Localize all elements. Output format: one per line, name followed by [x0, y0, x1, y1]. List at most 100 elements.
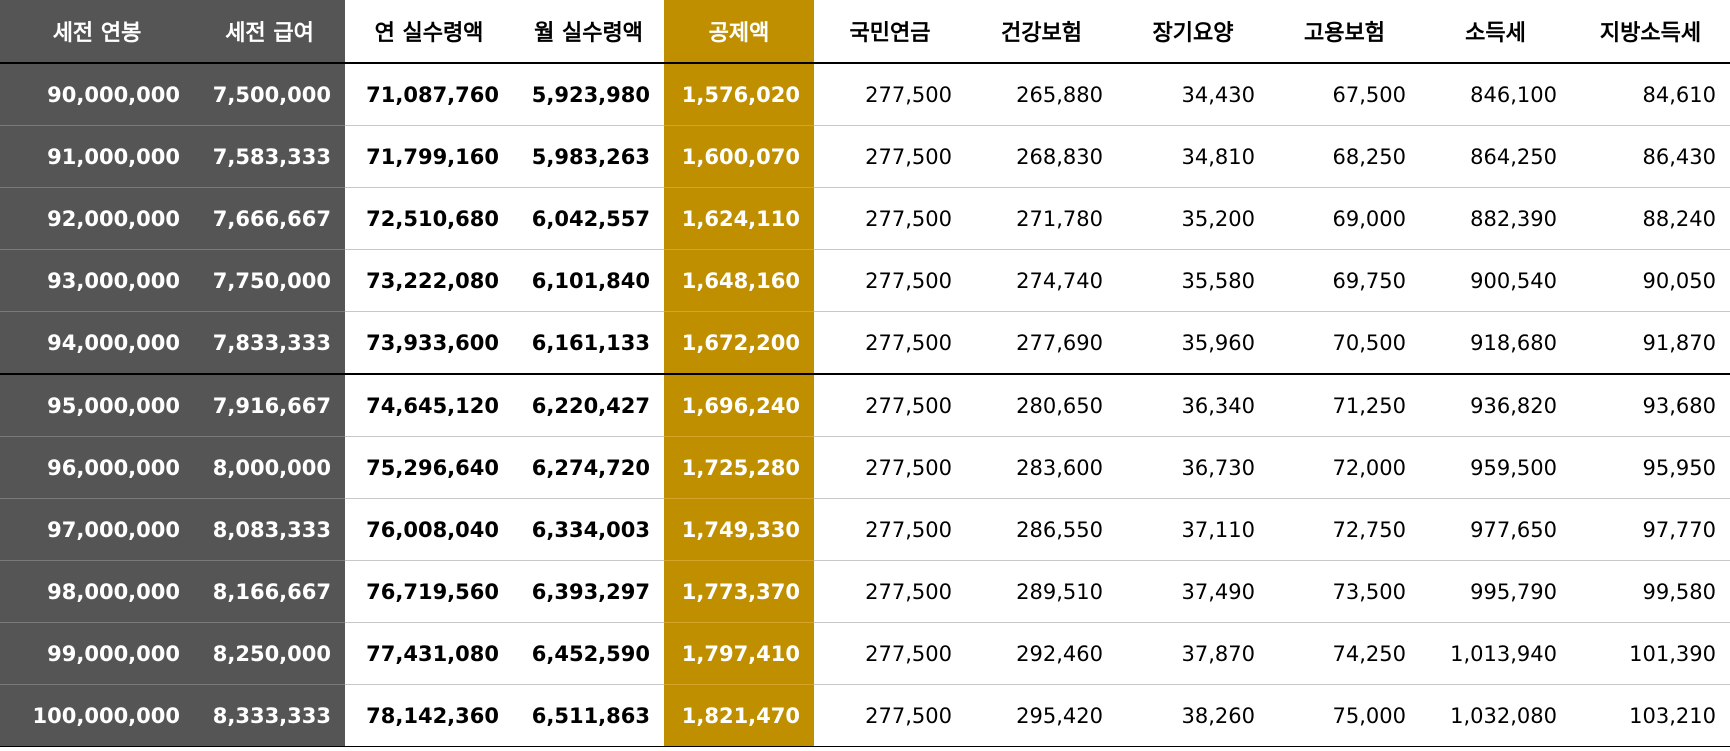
cell-deductions: 1,749,330 — [664, 498, 814, 561]
cell-deductions: 1,773,370 — [664, 560, 814, 623]
cell-pretax-annual-salary: 92,000,000 — [0, 187, 194, 250]
cell-deductions: 1,600,070 — [664, 125, 814, 188]
cell-pretax-annual-salary: 99,000,000 — [0, 622, 194, 685]
cell-monthly-net-pay: 6,042,557 — [513, 187, 664, 250]
cell-pretax-monthly-pay: 7,666,667 — [194, 187, 345, 250]
cell-annual-net-pay: 72,510,680 — [345, 187, 513, 250]
cell-pretax-annual-salary: 98,000,000 — [0, 560, 194, 623]
cell-national-pension: 277,500 — [814, 187, 966, 250]
header-local-income-tax: 지방소득세 — [1571, 0, 1730, 64]
cell-employment-insurance: 68,250 — [1269, 125, 1420, 188]
cell-health-insurance: 295,420 — [966, 684, 1117, 747]
header-income-tax: 소득세 — [1420, 0, 1571, 64]
cell-health-insurance: 265,880 — [966, 63, 1117, 126]
cell-monthly-net-pay: 5,983,263 — [513, 125, 664, 188]
cell-national-pension: 277,500 — [814, 436, 966, 499]
cell-health-insurance: 268,830 — [966, 125, 1117, 188]
cell-long-term-care: 35,580 — [1117, 249, 1269, 312]
cell-monthly-net-pay: 6,452,590 — [513, 622, 664, 685]
cell-employment-insurance: 71,250 — [1269, 373, 1420, 437]
header-row: 세전 연봉 세전 급여 연 실수령액 월 실수령액 공제액 국민연금 건강보험 … — [0, 0, 1730, 64]
header-monthly-net-pay: 월 실수령액 — [513, 0, 664, 64]
cell-deductions: 1,725,280 — [664, 436, 814, 499]
cell-health-insurance: 271,780 — [966, 187, 1117, 250]
header-annual-net-pay: 연 실수령액 — [345, 0, 513, 64]
cell-long-term-care: 37,490 — [1117, 560, 1269, 623]
header-pretax-annual-salary: 세전 연봉 — [0, 0, 194, 64]
cell-long-term-care: 34,430 — [1117, 63, 1269, 126]
table-header: 세전 연봉 세전 급여 연 실수령액 월 실수령액 공제액 국민연금 건강보험 … — [0, 0, 1730, 64]
cell-pretax-annual-salary: 90,000,000 — [0, 63, 194, 126]
cell-local-income-tax: 90,050 — [1571, 249, 1730, 312]
cell-national-pension: 277,500 — [814, 684, 966, 747]
cell-income-tax: 882,390 — [1420, 187, 1571, 250]
cell-long-term-care: 35,200 — [1117, 187, 1269, 250]
cell-annual-net-pay: 76,008,040 — [345, 498, 513, 561]
table-row: 93,000,000 7,750,000 73,222,080 6,101,840 1,… — [0, 249, 1730, 312]
cell-annual-net-pay: 73,933,600 — [345, 311, 513, 375]
cell-deductions: 1,797,410 — [664, 622, 814, 685]
cell-annual-net-pay: 76,719,560 — [345, 560, 513, 623]
cell-long-term-care: 36,340 — [1117, 373, 1269, 437]
cell-pretax-annual-salary: 96,000,000 — [0, 436, 194, 499]
cell-pretax-monthly-pay: 8,083,333 — [194, 498, 345, 561]
cell-pretax-monthly-pay: 7,916,667 — [194, 373, 345, 437]
cell-deductions: 1,672,200 — [664, 311, 814, 375]
table-row: 92,000,000 7,666,667 72,510,680 6,042,557 1,… — [0, 187, 1730, 250]
cell-health-insurance: 289,510 — [966, 560, 1117, 623]
cell-long-term-care: 35,960 — [1117, 311, 1269, 375]
header-employment-insurance: 고용보험 — [1269, 0, 1420, 64]
header-pretax-monthly-pay: 세전 급여 — [194, 0, 345, 64]
cell-monthly-net-pay: 6,334,003 — [513, 498, 664, 561]
cell-local-income-tax: 99,580 — [1571, 560, 1730, 623]
cell-income-tax: 936,820 — [1420, 373, 1571, 437]
table-row: 95,000,000 7,916,667 74,645,120 6,220,427 1,… — [0, 373, 1730, 437]
cell-monthly-net-pay: 6,161,133 — [513, 311, 664, 375]
cell-deductions: 1,821,470 — [664, 684, 814, 747]
table-row: 100,000,000 8,333,333 78,142,360 6,511,863 1… — [0, 684, 1730, 747]
cell-employment-insurance: 74,250 — [1269, 622, 1420, 685]
cell-national-pension: 277,500 — [814, 498, 966, 561]
table-row: 94,000,000 7,833,333 73,933,600 6,161,133 1,… — [0, 311, 1730, 375]
cell-deductions: 1,624,110 — [664, 187, 814, 250]
cell-employment-insurance: 69,750 — [1269, 249, 1420, 312]
header-national-pension: 국민연금 — [814, 0, 966, 64]
cell-pretax-annual-salary: 94,000,000 — [0, 311, 194, 375]
cell-national-pension: 277,500 — [814, 125, 966, 188]
cell-monthly-net-pay: 6,511,863 — [513, 684, 664, 747]
cell-national-pension: 277,500 — [814, 311, 966, 375]
cell-monthly-net-pay: 5,923,980 — [513, 63, 664, 126]
cell-employment-insurance: 72,000 — [1269, 436, 1420, 499]
table-row: 99,000,000 8,250,000 77,431,080 6,452,590 1,… — [0, 622, 1730, 685]
cell-employment-insurance: 67,500 — [1269, 63, 1420, 126]
table-row: 91,000,000 7,583,333 71,799,160 5,983,263 1,… — [0, 125, 1730, 188]
cell-local-income-tax: 93,680 — [1571, 373, 1730, 437]
cell-long-term-care: 36,730 — [1117, 436, 1269, 499]
header-health-insurance: 건강보험 — [966, 0, 1117, 64]
cell-local-income-tax: 97,770 — [1571, 498, 1730, 561]
cell-pretax-monthly-pay: 7,500,000 — [194, 63, 345, 126]
cell-income-tax: 1,013,940 — [1420, 622, 1571, 685]
cell-local-income-tax: 86,430 — [1571, 125, 1730, 188]
cell-national-pension: 277,500 — [814, 560, 966, 623]
cell-local-income-tax: 95,950 — [1571, 436, 1730, 499]
cell-pretax-monthly-pay: 8,250,000 — [194, 622, 345, 685]
cell-annual-net-pay: 74,645,120 — [345, 373, 513, 437]
cell-annual-net-pay: 77,431,080 — [345, 622, 513, 685]
cell-local-income-tax: 91,870 — [1571, 311, 1730, 375]
table-body: 90,000,000 7,500,000 71,087,760 5,923,980 1,… — [0, 63, 1730, 747]
cell-pretax-annual-salary: 95,000,000 — [0, 373, 194, 437]
cell-income-tax: 900,540 — [1420, 249, 1571, 312]
cell-health-insurance: 277,690 — [966, 311, 1117, 375]
cell-national-pension: 277,500 — [814, 249, 966, 312]
cell-pretax-annual-salary: 91,000,000 — [0, 125, 194, 188]
cell-pretax-monthly-pay: 8,000,000 — [194, 436, 345, 499]
cell-local-income-tax: 103,210 — [1571, 684, 1730, 747]
cell-income-tax: 995,790 — [1420, 560, 1571, 623]
cell-pretax-monthly-pay: 8,166,667 — [194, 560, 345, 623]
cell-income-tax: 918,680 — [1420, 311, 1571, 375]
cell-health-insurance: 274,740 — [966, 249, 1117, 312]
cell-pretax-annual-salary: 97,000,000 — [0, 498, 194, 561]
cell-annual-net-pay: 71,087,760 — [345, 63, 513, 126]
cell-local-income-tax: 84,610 — [1571, 63, 1730, 126]
